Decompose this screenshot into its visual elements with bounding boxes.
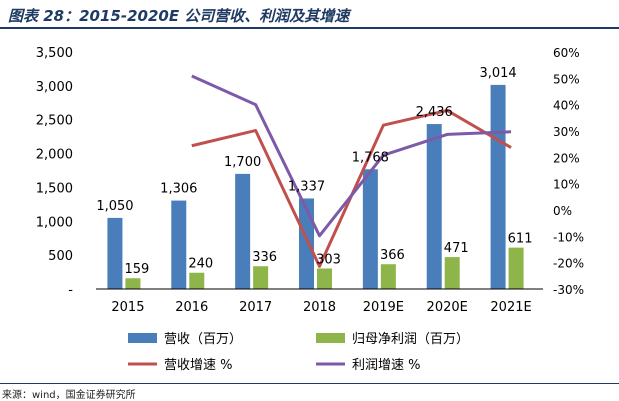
title-rule [0,27,619,29]
profit-bar [253,266,269,289]
bars-layer [107,84,524,289]
lines-layer [191,74,512,268]
right-axis-tick-label: -30% [553,283,584,297]
left-axis-tick-label: 500 [48,249,73,264]
x-axis-tick-label: 2017 [239,300,272,315]
left-axis-tick-label: 1,500 [36,181,73,196]
right-axis-tick-label: -20% [553,257,584,271]
x-axis-tick-label: 2015 [111,300,144,315]
revenue-bar [299,198,314,289]
right-axis-tick-label: 10% [553,178,580,192]
profit-bar-label: 303 [316,252,341,267]
revenue-bar [107,217,123,289]
profit-bar [508,247,524,289]
revenue-bar-label: 1,700 [224,155,261,170]
data-labels-layer: 1,050 1,306 1,700 1,337 1,768 2,436 3,014 159 24… [96,66,532,277]
revenue-bar-label: 1,306 [160,182,197,197]
revenue-bar [490,84,506,289]
x-axis-tick-label: 2020E [427,300,468,315]
profit-growth-line [191,74,512,238]
legend-swatch [316,333,345,343]
revenue-bar [426,124,442,289]
legend-label: 营收（百万） [164,332,242,347]
chart-title: 图表 28：2015-2020E 公司营收、利润及其增速 [8,7,350,25]
x-axis-tick-label: 2021E [490,300,531,315]
revenue-bar-label: 1,337 [288,179,325,194]
legend-label: 归母净利润（百万） [352,332,469,347]
x-axis-tick-label: 2019E [363,300,404,315]
revenue-bar-label: 1,050 [96,199,133,214]
left-axis-tick-label: 3,000 [36,80,73,95]
revenue-bar [362,169,378,289]
source-rule [0,383,619,384]
left-axis-tick-label: 2,000 [36,148,73,163]
x-axis-tick-label: 2018 [303,300,336,315]
axes-layer: - 500 1,000 1,500 2,000 2,500 3,000 3,500 -30% -2… [36,46,584,315]
profit-bar-label: 471 [444,241,469,256]
profit-bar-label: 159 [125,262,150,277]
right-axis-tick-label: -10% [553,230,584,244]
left-axis-tick-label: 2,500 [36,114,73,129]
profit-bar [125,278,141,289]
left-axis-tick-label: 1,000 [36,215,73,230]
revenue-bar-label: 2,436 [416,105,453,120]
revenue-bar-label: 3,014 [479,66,516,81]
legend-label: 营收增速 % [164,358,233,373]
right-axis-tick-label: 0% [553,204,572,218]
profit-bar [317,268,332,289]
left-axis-tick-label: 3,500 [36,46,73,61]
right-axis-tick-label: 20% [553,151,580,165]
profit-bar [444,257,460,289]
right-axis-tick-label: 60% [553,46,580,60]
revenue-bar [171,200,187,289]
right-axis-tick-label: 50% [553,72,580,86]
profit-bar-label: 611 [508,232,533,247]
legend-swatch [128,333,157,343]
revenue-bar-label: 1,768 [352,150,389,165]
legend-label: 利润增速 % [352,358,421,373]
right-axis-tick-label: 40% [553,99,580,113]
profit-bar-label: 366 [380,248,405,263]
profit-bar-label: 336 [252,250,277,265]
profit-bar [189,272,205,289]
source-note: 来源：wind，国金证券研究所 [2,390,136,401]
x-axis-tick-label: 2016 [175,300,208,315]
profit-bar-label: 240 [188,257,213,272]
right-axis-tick-label: 30% [553,125,580,139]
legend: 营收（百万） 归母净利润（百万） 营收增速 % 利润增速 % [128,332,469,373]
profit-bar [380,264,396,289]
left-axis-tick-label: - [68,283,73,298]
revenue-bar [235,173,251,289]
